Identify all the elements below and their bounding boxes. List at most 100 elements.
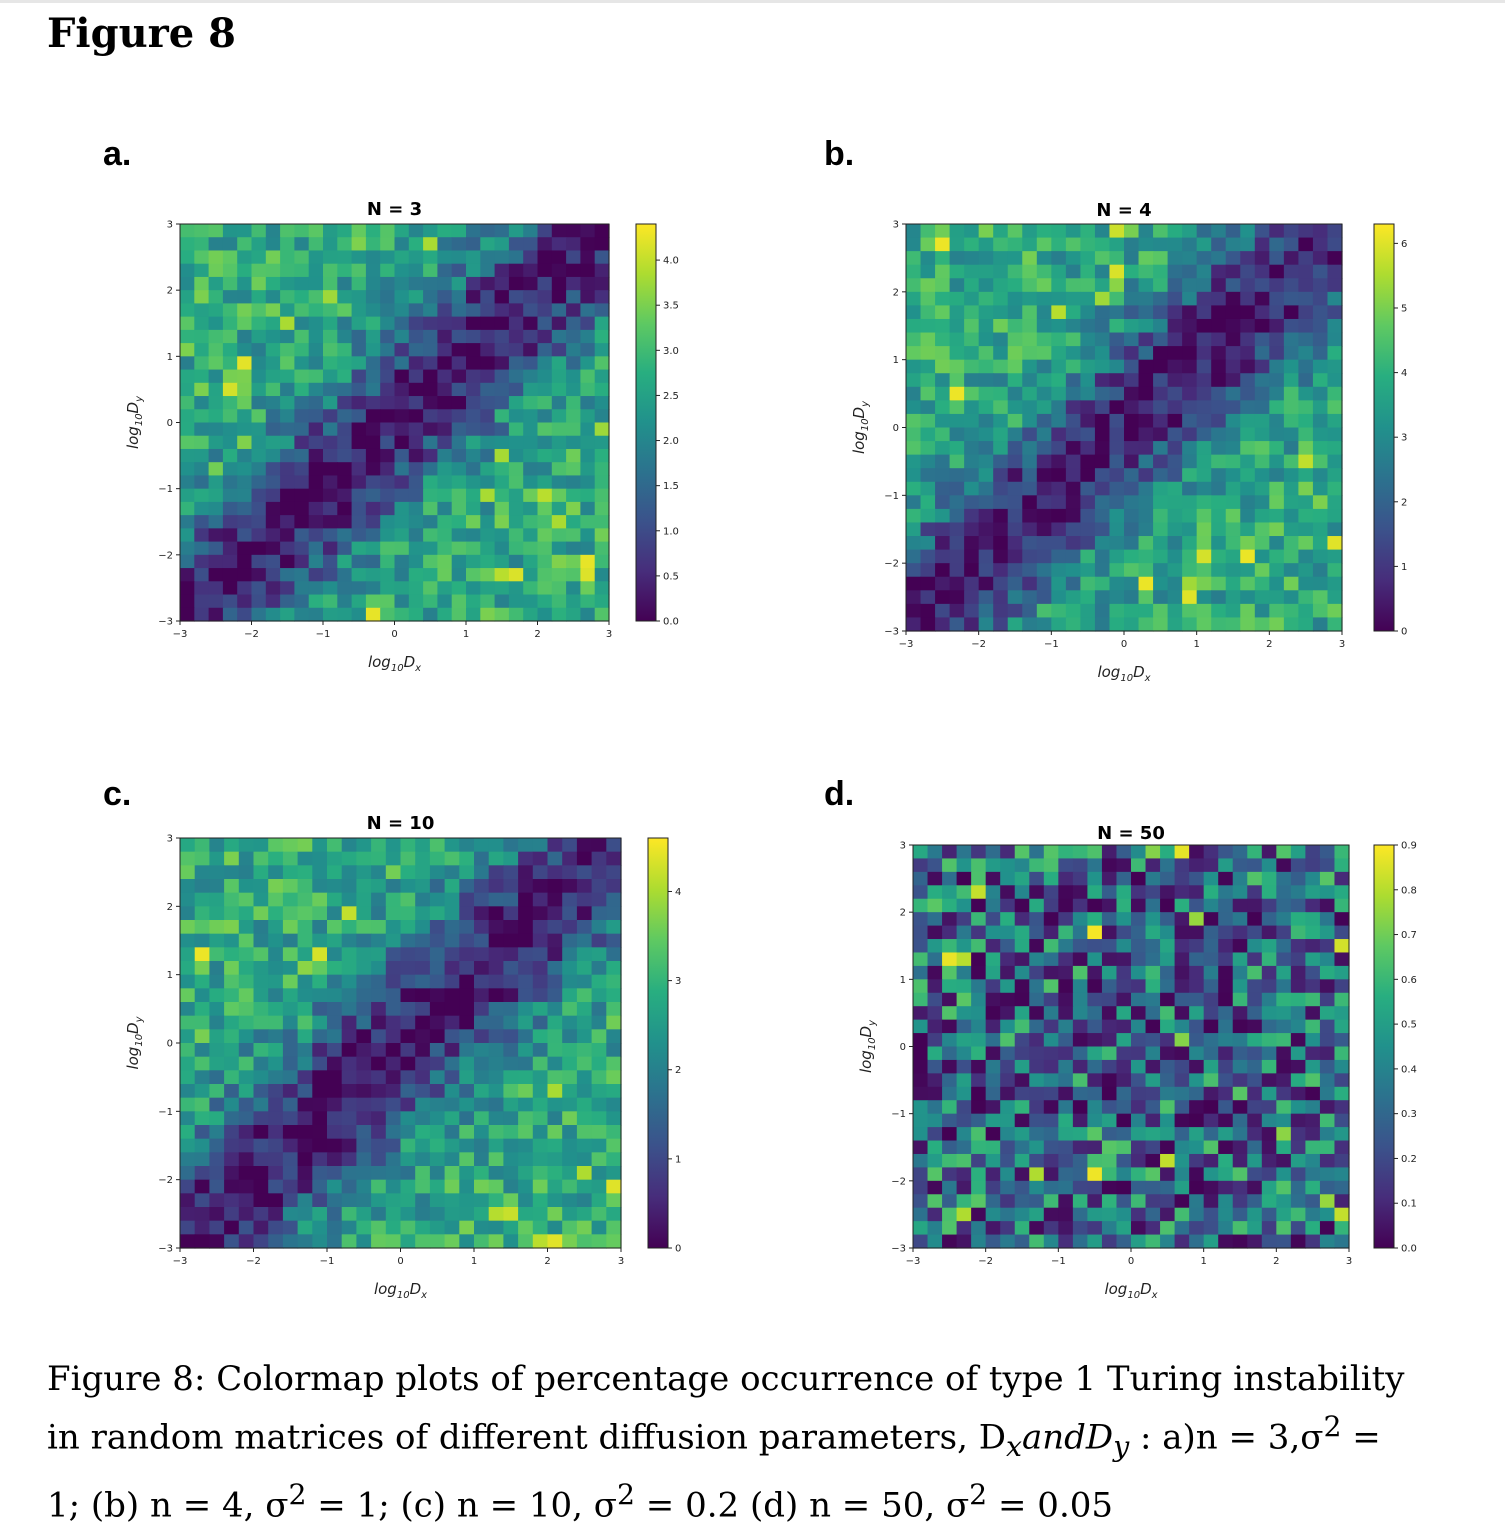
heatmap-cell	[1261, 979, 1277, 994]
heatmap-cell	[1240, 468, 1256, 483]
heatmap-cell	[913, 1207, 929, 1222]
heatmap-cell	[1022, 251, 1038, 266]
heatmap-cell	[927, 965, 943, 980]
heatmap-cell	[978, 264, 994, 279]
heatmap-cell	[1080, 359, 1096, 374]
heatmap-cell	[480, 316, 496, 331]
heatmap-cell	[1269, 495, 1285, 510]
heatmap-cell	[1211, 481, 1227, 496]
heatmap-cell	[1167, 441, 1183, 456]
heatmap-cell	[1080, 318, 1096, 334]
heatmap-cell	[1145, 1073, 1161, 1088]
heatmap-cell	[1094, 386, 1111, 401]
heatmap-cell	[1247, 925, 1263, 940]
heatmap-cell	[1014, 1194, 1030, 1209]
heatmap-cell	[480, 303, 496, 318]
heatmap-cell	[956, 1221, 972, 1236]
heatmap-cell	[1254, 332, 1270, 347]
heatmap-cell	[1327, 346, 1343, 361]
heatmap-cell	[523, 515, 539, 529]
heatmap-cell	[1232, 925, 1248, 940]
heatmap-cell	[237, 224, 253, 238]
heatmap-cell	[1211, 495, 1227, 510]
heatmap-cells	[906, 224, 1343, 632]
heatmap-cell	[594, 448, 610, 463]
heatmap-cell	[949, 454, 965, 469]
heatmap-cell	[1138, 359, 1154, 374]
x-axis-label: log10Dx	[1104, 1280, 1157, 1301]
heatmap-cell	[537, 607, 553, 622]
heatmap-cell	[1276, 1033, 1292, 1048]
heatmap-cell	[423, 568, 438, 582]
heatmap-cell	[580, 250, 596, 265]
x-tick-label: 2	[1273, 1256, 1279, 1267]
heatmap-cell	[1058, 1234, 1074, 1249]
heatmap-cell	[337, 541, 353, 556]
heatmap-cell	[194, 290, 210, 304]
heatmap-cell	[480, 409, 496, 424]
heatmap-cell	[913, 845, 929, 860]
heatmap-cell	[964, 413, 980, 429]
heatmap-cell	[1029, 952, 1045, 967]
heatmap-cell	[1160, 858, 1176, 873]
colorbar-tick-label: 0.6	[1401, 975, 1417, 986]
heatmap-cell	[365, 250, 381, 265]
heatmap-cell	[1094, 251, 1111, 266]
heatmap-cell	[437, 554, 453, 569]
heatmap-cell	[1043, 992, 1059, 1007]
heatmap-cell	[237, 448, 253, 463]
heatmap-cell	[1080, 441, 1096, 456]
heatmap-cell	[1232, 1194, 1248, 1209]
heatmap-cell	[1290, 1127, 1306, 1142]
heatmap-cell	[280, 329, 295, 344]
heatmap-cell	[1000, 871, 1016, 886]
heatmap-cell	[408, 501, 424, 516]
heatmap-cell	[927, 1221, 943, 1236]
heatmap-cell	[351, 515, 367, 529]
heatmap-cell	[1087, 1019, 1103, 1034]
heatmap-cell	[956, 1059, 972, 1074]
heatmap-cell	[180, 475, 195, 490]
heatmap-cell	[956, 925, 972, 940]
heatmap-cell	[1036, 251, 1052, 266]
heatmap-cell	[1276, 965, 1292, 980]
heatmap-cell	[1000, 1194, 1016, 1209]
heatmap-cell	[508, 568, 524, 582]
heatmap-cell	[1072, 858, 1088, 873]
heatmap-cell	[1058, 1153, 1074, 1168]
heatmap-cell	[1029, 1180, 1045, 1195]
heatmap-cell	[1298, 359, 1314, 374]
heatmap-cell	[1029, 965, 1045, 980]
heatmap-cell	[265, 382, 281, 397]
heatmap-cell	[180, 290, 195, 304]
heatmap-cell	[480, 290, 496, 304]
heatmap-cell	[1087, 845, 1103, 860]
heatmap-cell	[237, 594, 253, 609]
heatmap-cell	[1043, 845, 1059, 860]
heatmap-cell	[351, 488, 367, 503]
heatmap-cell	[1247, 1033, 1263, 1048]
heatmap-cell	[466, 607, 481, 622]
heatmap-cell	[480, 515, 496, 529]
heatmap-cell	[1116, 1207, 1132, 1222]
heatmap-cell	[1043, 1033, 1059, 1048]
heatmap-cell	[1131, 1019, 1147, 1034]
heatmap-cell	[1094, 400, 1111, 415]
heatmap-cell	[1029, 1059, 1045, 1074]
heatmap-cell	[1276, 1073, 1292, 1088]
heatmap-cell	[1283, 332, 1299, 347]
heatmap-cell	[1058, 1059, 1074, 1074]
caption-line-1: Figure 8: Colormap plots of percentage o…	[47, 1359, 1405, 1399]
heatmap-cell	[580, 554, 596, 569]
heatmap-cell	[222, 237, 238, 252]
heatmap-cell	[1007, 468, 1023, 483]
heatmap-cell	[1283, 346, 1299, 361]
heatmap-cell	[437, 541, 453, 556]
heatmap-cell	[451, 435, 467, 450]
heatmap-cell	[408, 475, 424, 490]
heatmap-cell	[1225, 291, 1241, 306]
heatmap-cell	[1029, 1221, 1045, 1236]
heatmap-cell	[294, 382, 310, 397]
heatmap-cell	[1225, 278, 1241, 293]
heatmap-cell	[437, 488, 453, 503]
